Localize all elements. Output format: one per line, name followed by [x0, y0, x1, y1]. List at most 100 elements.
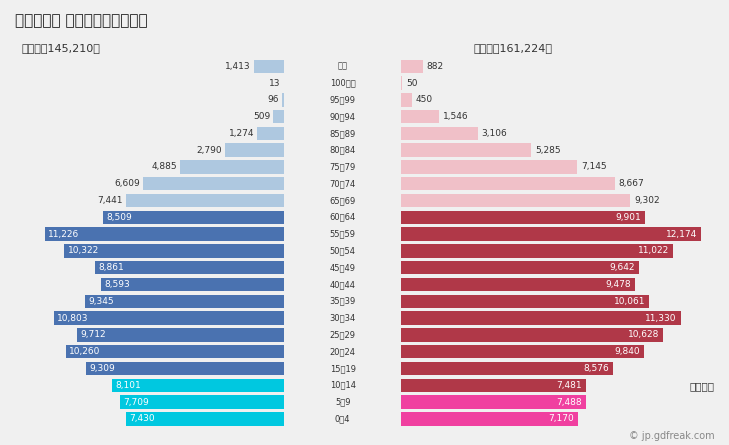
Text: 50～54: 50～54 — [330, 247, 356, 255]
Text: 10～14: 10～14 — [330, 381, 356, 390]
Text: 不詳: 不詳 — [338, 62, 348, 71]
Bar — [401, 362, 612, 375]
Bar — [120, 395, 284, 409]
Text: 882: 882 — [426, 62, 443, 71]
Bar — [401, 110, 439, 123]
Text: 25～29: 25～29 — [330, 330, 356, 340]
Bar — [401, 60, 423, 73]
Text: 女性計：161,224人: 女性計：161,224人 — [474, 44, 553, 53]
Bar — [401, 295, 650, 308]
Text: ２００５年 久留米市の人口構成: ２００５年 久留米市の人口構成 — [15, 13, 147, 28]
Bar — [45, 227, 284, 241]
Text: 7,481: 7,481 — [556, 381, 582, 390]
Text: 8,576: 8,576 — [583, 364, 609, 373]
Text: © jp.gdfreak.com: © jp.gdfreak.com — [629, 431, 714, 441]
Bar — [401, 227, 701, 241]
Text: 7,430: 7,430 — [129, 414, 155, 423]
Bar — [401, 412, 578, 425]
Text: 45～49: 45～49 — [330, 263, 356, 272]
Text: 5,285: 5,285 — [535, 146, 561, 155]
Text: 450: 450 — [416, 95, 433, 104]
Text: 7,441: 7,441 — [97, 196, 122, 205]
Bar — [401, 328, 663, 342]
Bar — [401, 160, 577, 174]
Text: 13: 13 — [269, 78, 281, 88]
Text: 65～69: 65～69 — [330, 196, 356, 205]
Text: 60～64: 60～64 — [330, 213, 356, 222]
Bar — [401, 194, 631, 207]
Bar — [54, 312, 284, 325]
Text: 90～94: 90～94 — [330, 112, 356, 121]
Bar — [95, 261, 284, 275]
Text: 35～39: 35～39 — [330, 297, 356, 306]
Text: 8,667: 8,667 — [618, 179, 644, 188]
Text: 11,022: 11,022 — [638, 247, 669, 255]
Bar — [401, 76, 402, 90]
Text: 9,901: 9,901 — [616, 213, 642, 222]
Bar — [144, 177, 284, 190]
Bar — [77, 328, 284, 342]
Text: 95～99: 95～99 — [330, 95, 356, 104]
Bar — [282, 93, 284, 106]
Text: 96: 96 — [268, 95, 279, 104]
Text: 10,260: 10,260 — [69, 347, 101, 356]
Text: 4,885: 4,885 — [152, 162, 177, 171]
Text: 9,309: 9,309 — [89, 364, 115, 373]
Text: 70～74: 70～74 — [330, 179, 356, 188]
Text: 8,101: 8,101 — [115, 381, 141, 390]
Bar — [401, 395, 585, 409]
Text: 1,274: 1,274 — [228, 129, 254, 138]
Text: 10,628: 10,628 — [628, 330, 660, 340]
Bar — [257, 127, 284, 140]
Text: 11,226: 11,226 — [48, 230, 79, 239]
Bar — [401, 244, 673, 258]
Text: 2,790: 2,790 — [196, 146, 222, 155]
Text: 10,061: 10,061 — [614, 297, 645, 306]
Bar — [126, 412, 284, 425]
Text: 15～19: 15～19 — [330, 364, 356, 373]
Text: 8,861: 8,861 — [98, 263, 125, 272]
Text: 10,803: 10,803 — [58, 314, 89, 323]
Bar — [254, 60, 284, 73]
Text: 7,709: 7,709 — [123, 397, 149, 407]
Text: 10,322: 10,322 — [68, 247, 99, 255]
Text: 9,345: 9,345 — [88, 297, 114, 306]
Text: 20～24: 20～24 — [330, 347, 356, 356]
Bar — [273, 110, 284, 123]
Bar — [401, 379, 585, 392]
Text: 男性計：145,210人: 男性計：145,210人 — [22, 44, 101, 53]
Text: 7,145: 7,145 — [581, 162, 607, 171]
Bar — [125, 194, 284, 207]
Text: 12,174: 12,174 — [666, 230, 698, 239]
Text: 7,488: 7,488 — [556, 397, 582, 407]
Text: 11,330: 11,330 — [645, 314, 677, 323]
Text: 55～59: 55～59 — [330, 230, 356, 239]
Text: 40～44: 40～44 — [330, 280, 356, 289]
Bar — [101, 278, 284, 291]
Bar — [66, 345, 284, 358]
Bar — [401, 278, 635, 291]
Bar — [180, 160, 284, 174]
Bar — [64, 244, 284, 258]
Text: 9,840: 9,840 — [615, 347, 640, 356]
Bar — [85, 295, 284, 308]
Text: 509: 509 — [253, 112, 270, 121]
Bar — [401, 127, 477, 140]
Text: 75～79: 75～79 — [330, 162, 356, 171]
Text: 単位：人: 単位：人 — [690, 382, 714, 392]
Text: 50: 50 — [406, 78, 418, 88]
Bar — [225, 143, 284, 157]
Text: 9,302: 9,302 — [634, 196, 660, 205]
Bar — [401, 261, 639, 275]
Text: 9,712: 9,712 — [80, 330, 106, 340]
Text: 100歳～: 100歳～ — [330, 78, 356, 88]
Text: 1,413: 1,413 — [225, 62, 251, 71]
Text: 7,170: 7,170 — [548, 414, 574, 423]
Text: 5～9: 5～9 — [335, 397, 351, 407]
Text: 80～84: 80～84 — [330, 146, 356, 155]
Bar — [401, 177, 615, 190]
Text: 30～34: 30～34 — [330, 314, 356, 323]
Bar — [401, 210, 645, 224]
Text: 9,478: 9,478 — [606, 280, 631, 289]
Text: 8,509: 8,509 — [106, 213, 132, 222]
